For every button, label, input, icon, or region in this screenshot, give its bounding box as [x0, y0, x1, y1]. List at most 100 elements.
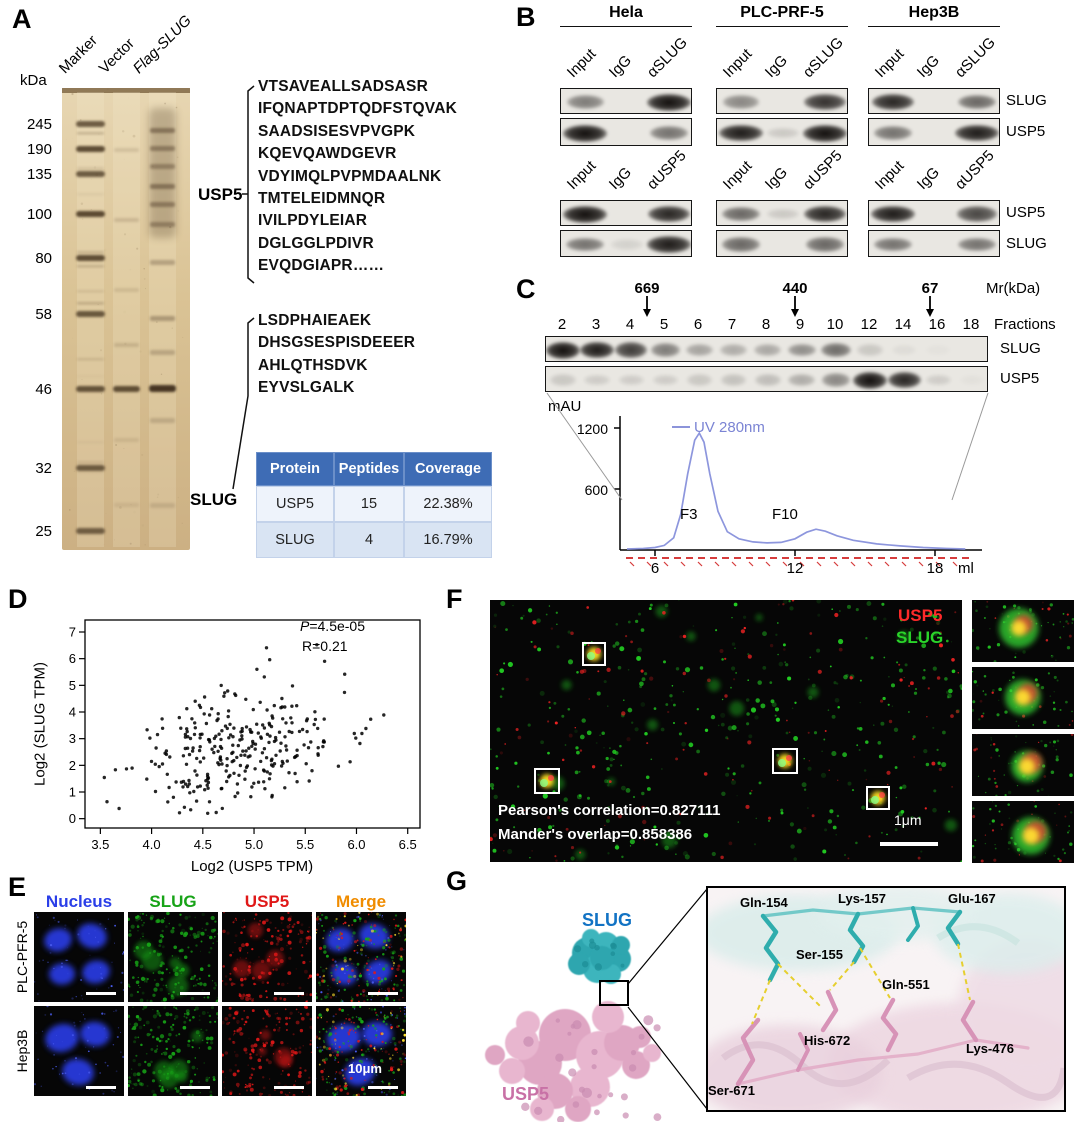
channel-header-nucleus: Nucleus	[45, 892, 113, 911]
wb-band	[887, 371, 921, 389]
lane-label-igg: IgG	[761, 163, 791, 194]
wb-band	[787, 343, 816, 357]
red-speckles	[986, 600, 1072, 642]
manders-overlap-text: Mander's overlap=0.858386	[498, 826, 693, 843]
plot-box	[84, 619, 421, 829]
usp5-channel-image	[222, 912, 312, 1002]
usp5-protein-label: USP5	[198, 185, 243, 204]
y-tick-label: 2	[69, 758, 76, 773]
inset-speckles	[973, 734, 1074, 796]
fraction-number: 6	[693, 316, 703, 333]
colocalization-inset	[972, 734, 1074, 796]
scale-bar	[180, 992, 210, 995]
wb-band	[647, 236, 691, 253]
wb-band	[647, 93, 691, 111]
scale-bar	[880, 842, 938, 846]
y-tick-label: 4	[69, 705, 76, 720]
panel-c-label: C	[516, 274, 536, 304]
merge-channel-image	[316, 1006, 406, 1096]
p-symbol: P	[300, 618, 310, 634]
lane-label-igg: IgG	[913, 51, 943, 82]
wb-strip	[560, 118, 692, 146]
nuclei	[45, 1021, 110, 1086]
residue-ser-671: Ser-671	[708, 1083, 755, 1098]
uv-legend-label: UV 280nm	[694, 419, 765, 436]
usp5-peptide-bracket	[247, 85, 255, 284]
nucleus-channel-image	[34, 1006, 124, 1095]
wb-band	[722, 95, 760, 109]
lane-label-igg: IgG	[605, 163, 635, 194]
fraction-number: 18	[962, 316, 980, 333]
channel-header-usp5: USP5	[244, 892, 290, 911]
peptide: VDYIMQLPVPMDAALNK	[258, 167, 442, 185]
gel-marker-190: 190	[26, 141, 52, 158]
gel-marker-58: 58	[35, 306, 52, 323]
slug-channel-image	[128, 1006, 218, 1096]
x-tick-18: 18	[926, 560, 944, 577]
slug-protein-label: SLUG	[190, 490, 238, 509]
table-cell: USP5	[256, 486, 334, 522]
panel-e-label: E	[8, 872, 27, 902]
table-cell: 22.38%	[404, 486, 492, 522]
colocalization-inset	[972, 801, 1074, 863]
wb-band	[721, 206, 761, 222]
lane-label-igg: IgG	[913, 163, 943, 194]
wb-band	[685, 343, 713, 357]
scale-bar	[86, 992, 116, 995]
gel-marker-80: 80	[35, 250, 52, 267]
scale-bar	[368, 992, 398, 995]
scale-bar	[274, 1086, 304, 1089]
p-value-annotation: P=4.5e-05	[300, 618, 365, 634]
fraction-number: 12	[860, 316, 878, 333]
peak-label-f3: F3	[680, 506, 698, 523]
gel-marker-135: 135	[26, 166, 52, 183]
gel-filtration-blot-slug	[545, 336, 988, 362]
roi-box	[534, 768, 560, 794]
colocalization-speckles	[490, 600, 962, 862]
wb-band	[874, 126, 912, 140]
flag-slug-lane-bands	[149, 108, 176, 508]
table-header-peptides: Peptides	[334, 452, 404, 486]
wb-band	[721, 237, 761, 252]
vector-lane-bands	[113, 148, 140, 507]
legend-slug: SLUG	[896, 628, 944, 647]
h-bond	[859, 947, 891, 999]
kda-unit-label: kDa	[20, 72, 47, 89]
x-tick-label: 4.0	[143, 837, 161, 852]
panel-d-label: D	[8, 584, 28, 614]
wb-strip	[868, 88, 1000, 114]
if-image-nucleus	[34, 1006, 124, 1096]
table-cell: SLUG	[256, 522, 334, 558]
interface-box	[599, 980, 629, 1006]
wb-band	[956, 206, 998, 222]
residue-gln-551: Gln-551	[882, 977, 930, 992]
wb-strip	[868, 118, 1000, 146]
wb-band	[874, 237, 912, 252]
lane-label-igg: IgG	[605, 51, 635, 82]
peptide: AHLQTHSDVK	[258, 356, 368, 374]
peptide: IFQNAPTDPTQDFSTQVAK	[258, 100, 457, 118]
gel-marker-100: 100	[26, 206, 52, 223]
blot-row-label: USP5	[1000, 370, 1040, 387]
wb-strip	[560, 200, 692, 226]
panel-a-label: A	[12, 4, 32, 34]
x-tick-12: 12	[786, 560, 804, 577]
lane-label-input: Input	[563, 157, 600, 194]
inset-speckles	[972, 801, 1073, 863]
chromatogram-y-axis-label: mAU	[548, 398, 582, 415]
scale-bar	[368, 1086, 398, 1089]
if-image-slug	[128, 912, 218, 1002]
peptide: KQEVQAWDGEVR	[258, 145, 397, 163]
slug-peptide-bracket	[232, 317, 255, 490]
gel-marker-25: 25	[35, 523, 52, 540]
green-speckles	[318, 1006, 406, 1096]
wb-band	[720, 344, 747, 356]
channel-header-merge: Merge	[335, 892, 387, 911]
scale-bar	[180, 1086, 210, 1089]
lane-label-input: Input	[871, 157, 908, 194]
table-header-coverage: Coverage	[404, 452, 492, 486]
wb-band	[754, 374, 781, 386]
wb-strip	[716, 200, 848, 226]
ms-summary-table: Protein Peptides Coverage USP5 15 22.38%…	[256, 452, 492, 558]
